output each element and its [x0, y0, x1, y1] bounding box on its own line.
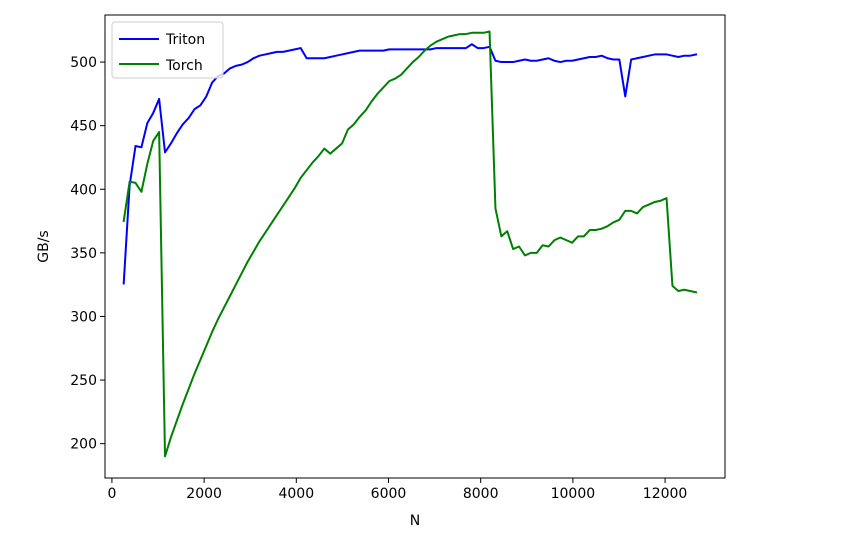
y-axis-ticks: 200 250 300 350 400 450 500	[70, 55, 105, 453]
legend-label-torch: Torch	[165, 58, 203, 74]
x-tick-label: 12000	[643, 486, 688, 502]
x-axis-label: N	[410, 513, 420, 529]
y-tick-label: 250	[70, 373, 97, 389]
y-tick-label: 350	[70, 246, 97, 262]
plot-frame	[104, 14, 726, 479]
x-tick-label: 0	[107, 486, 116, 502]
series-line-torch	[122, 30, 698, 458]
y-axis-label: GB/s	[36, 230, 52, 262]
x-tick-label: 4000	[278, 486, 314, 502]
x-tick-label: 10000	[551, 486, 596, 502]
legend-label-triton: Triton	[165, 32, 205, 48]
y-tick-label: 200	[70, 437, 97, 453]
legend: Triton Torch	[111, 21, 224, 79]
x-tick-label: 8000	[463, 486, 499, 502]
y-tick-label: 300	[70, 309, 97, 325]
x-axis-ticks: 0 2000 4000 6000 8000 10000 12000	[107, 478, 687, 502]
y-tick-label: 500	[70, 55, 97, 71]
y-tick-label: 400	[70, 182, 97, 198]
y-tick-label: 450	[70, 119, 97, 135]
x-tick-label: 6000	[371, 486, 407, 502]
x-tick-label: 2000	[186, 486, 222, 502]
